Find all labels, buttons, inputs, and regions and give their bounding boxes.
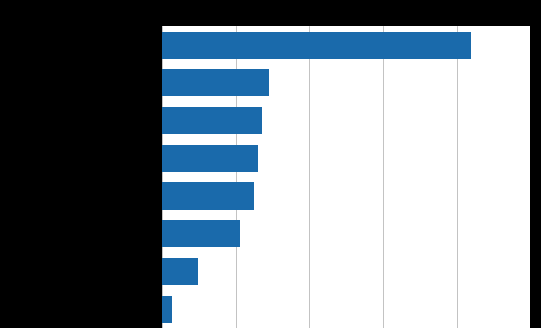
Bar bbox=[162, 296, 172, 323]
Bar bbox=[162, 145, 258, 172]
Bar bbox=[162, 220, 240, 247]
Bar bbox=[162, 258, 197, 285]
Bar bbox=[162, 69, 269, 96]
Bar bbox=[162, 31, 471, 59]
Bar bbox=[162, 107, 262, 134]
Bar bbox=[162, 182, 254, 210]
